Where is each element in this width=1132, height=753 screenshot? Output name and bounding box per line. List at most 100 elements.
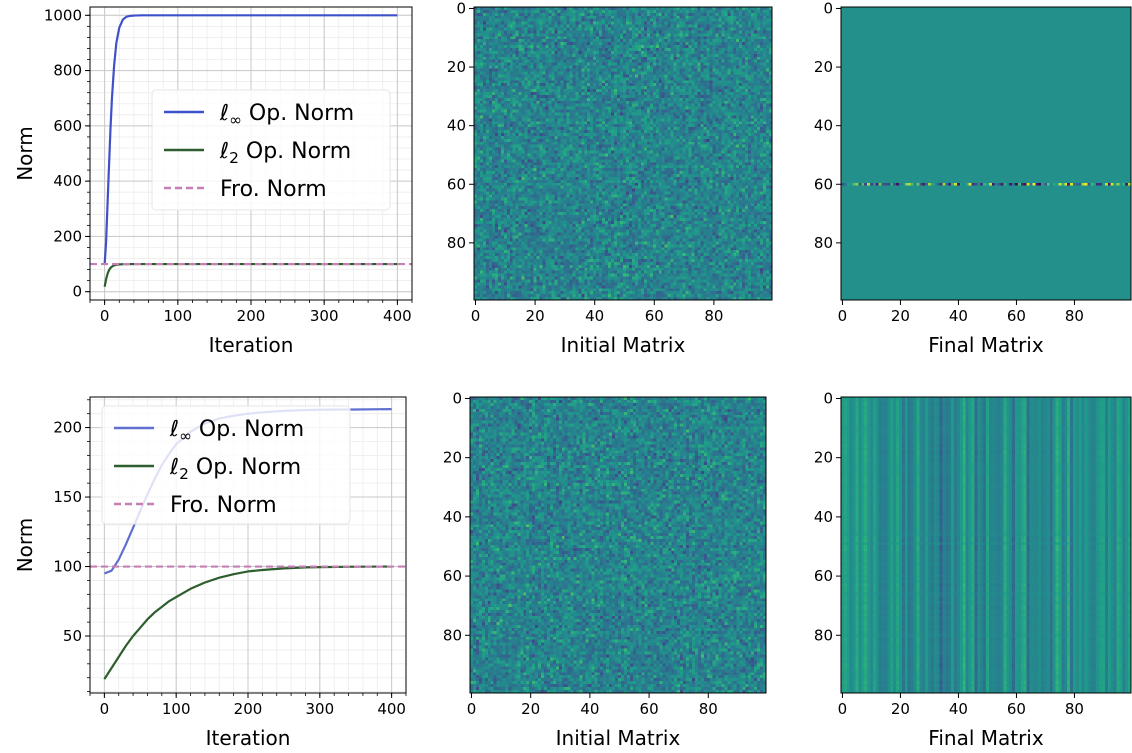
heatmap-cell bbox=[677, 42, 680, 45]
heatmap-cell bbox=[763, 89, 766, 92]
heatmap-cell bbox=[522, 130, 525, 133]
heatmap-cell bbox=[733, 83, 736, 86]
heatmap-cell bbox=[748, 66, 751, 69]
heatmap-cell bbox=[516, 36, 519, 39]
heatmap-cell bbox=[650, 36, 653, 39]
heatmap-cell bbox=[540, 92, 543, 95]
heatmap-cell bbox=[507, 80, 510, 83]
heatmap-cell bbox=[683, 25, 686, 28]
heatmap-cell bbox=[721, 133, 724, 136]
heatmap-cell bbox=[727, 63, 730, 66]
heatmap-cell bbox=[537, 22, 540, 25]
heatmap-cell bbox=[525, 10, 528, 13]
heatmap-cell bbox=[662, 33, 665, 36]
heatmap-cell bbox=[525, 115, 528, 118]
heatmap-cell bbox=[635, 74, 638, 77]
heatmap-cell bbox=[620, 39, 623, 42]
heatmap-cell bbox=[528, 36, 531, 39]
heatmap-cell bbox=[566, 48, 569, 51]
heatmap-cell bbox=[680, 133, 683, 136]
heatmap-cell bbox=[602, 51, 605, 54]
heatmap-cell bbox=[489, 28, 492, 31]
heatmap-cell bbox=[635, 71, 638, 74]
heatmap-cell bbox=[560, 86, 563, 89]
heatmap-cell bbox=[766, 142, 769, 145]
heatmap-cell bbox=[483, 148, 486, 151]
heatmap-cell bbox=[596, 104, 599, 107]
heatmap-cell bbox=[766, 63, 769, 66]
heatmap-cell bbox=[706, 22, 709, 25]
heatmap-cell bbox=[510, 19, 513, 22]
heatmap-cell bbox=[617, 112, 620, 115]
heatmap-cell bbox=[551, 69, 554, 72]
heatmap-cell bbox=[486, 60, 489, 63]
heatmap-cell bbox=[617, 115, 620, 118]
heatmap-cell bbox=[575, 118, 578, 121]
heatmap-cell bbox=[489, 112, 492, 115]
heatmap-cell bbox=[528, 142, 531, 145]
heatmap-cell bbox=[599, 57, 602, 60]
heatmap-cell bbox=[677, 30, 680, 33]
heatmap-cell bbox=[742, 71, 745, 74]
heatmap-cell bbox=[760, 60, 763, 63]
heatmap-cell bbox=[617, 57, 620, 60]
heatmap-cell bbox=[650, 71, 653, 74]
heatmap-cell bbox=[763, 51, 766, 54]
heatmap-cell bbox=[736, 107, 739, 110]
heatmap-cell bbox=[596, 121, 599, 124]
heatmap-cell bbox=[689, 98, 692, 101]
heatmap-cell bbox=[525, 71, 528, 74]
heatmap-cell bbox=[549, 45, 552, 48]
heatmap-cell bbox=[671, 36, 674, 39]
heatmap-cell bbox=[557, 22, 560, 25]
heatmap-cell bbox=[486, 19, 489, 22]
heatmap-cell bbox=[498, 139, 501, 142]
heatmap-cell bbox=[700, 45, 703, 48]
heatmap-cell bbox=[686, 92, 689, 95]
heatmap-cell bbox=[763, 139, 766, 142]
heatmap-cell bbox=[754, 36, 757, 39]
heatmap-cell bbox=[498, 25, 501, 28]
heatmap-cell bbox=[638, 30, 641, 33]
heatmap-cell bbox=[733, 136, 736, 139]
heatmap-cell bbox=[540, 133, 543, 136]
heatmap-cell bbox=[474, 48, 477, 51]
heatmap-cell bbox=[602, 86, 605, 89]
heatmap-cell bbox=[522, 83, 525, 86]
heatmap-cell bbox=[623, 139, 626, 142]
heatmap-cell bbox=[513, 28, 516, 31]
heatmap-cell bbox=[629, 98, 632, 101]
heatmap-cell bbox=[668, 22, 671, 25]
heatmap-cell bbox=[760, 39, 763, 42]
heatmap-cell bbox=[519, 95, 522, 98]
heatmap-cell bbox=[480, 63, 483, 66]
heatmap-cell bbox=[736, 104, 739, 107]
heatmap-cell bbox=[709, 77, 712, 80]
heatmap-cell bbox=[602, 121, 605, 124]
heatmap-cell bbox=[763, 36, 766, 39]
heatmap-cell bbox=[477, 98, 480, 101]
heatmap-cell bbox=[617, 89, 620, 92]
heatmap-cell bbox=[677, 89, 680, 92]
heatmap-cell bbox=[724, 121, 727, 124]
heatmap-cell bbox=[760, 28, 763, 31]
heatmap-cell bbox=[674, 54, 677, 57]
heatmap-cell bbox=[537, 77, 540, 80]
heatmap-cell bbox=[525, 80, 528, 83]
heatmap-cell bbox=[653, 63, 656, 66]
heatmap-cell bbox=[584, 13, 587, 16]
heatmap-cell bbox=[540, 101, 543, 104]
heatmap-cell bbox=[495, 33, 498, 36]
heatmap-cell bbox=[709, 139, 712, 142]
heatmap-cell bbox=[703, 69, 706, 72]
heatmap-cell bbox=[557, 42, 560, 45]
heatmap-cell bbox=[483, 22, 486, 25]
heatmap-cell bbox=[671, 25, 674, 28]
heatmap-cell bbox=[563, 118, 566, 121]
heatmap-cell bbox=[644, 63, 647, 66]
heatmap-cell bbox=[659, 51, 662, 54]
heatmap-cell bbox=[483, 30, 486, 33]
heatmap-cell bbox=[477, 69, 480, 72]
heatmap-cell bbox=[736, 89, 739, 92]
heatmap-cell bbox=[715, 60, 718, 63]
